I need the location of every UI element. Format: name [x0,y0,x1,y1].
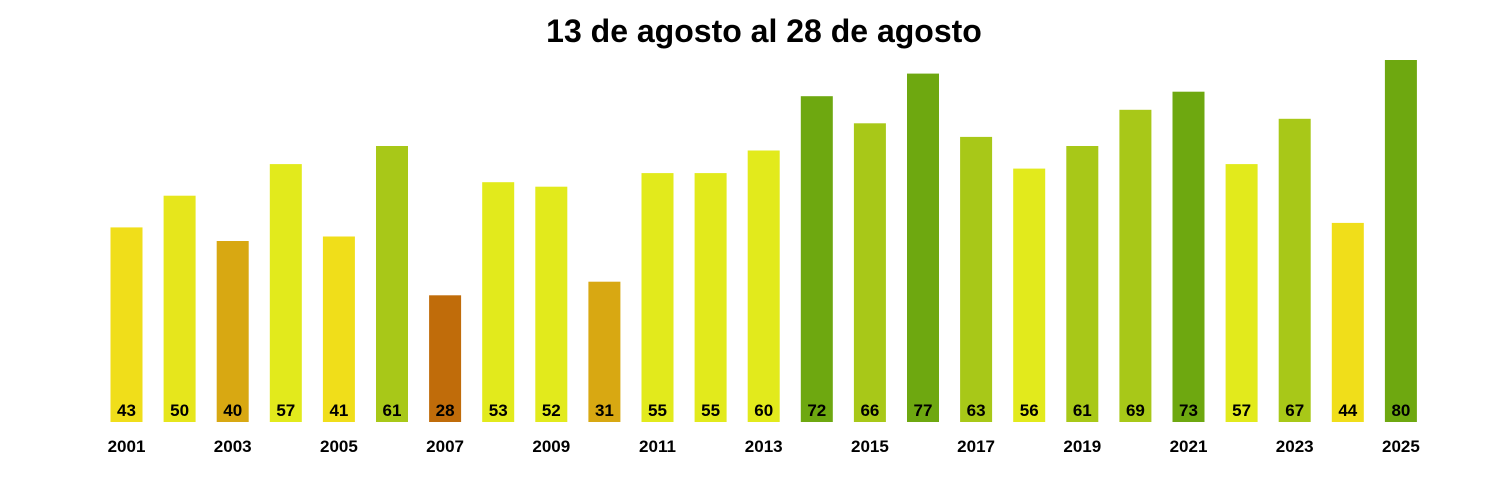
value-label-2020: 69 [1126,401,1145,420]
bar-2020 [1119,109,1152,423]
bar-2018 [1013,168,1046,422]
value-label-2021: 73 [1179,401,1198,420]
value-label-2017: 63 [967,401,986,420]
x-tick-label-2001: 2001 [108,437,146,456]
x-tick-label-2011: 2011 [639,437,676,456]
x-tick-label-2005: 2005 [320,437,358,456]
value-label-2019: 61 [1073,401,1092,420]
value-label-2018: 56 [1020,401,1039,420]
bar-2016 [907,73,939,422]
x-tick-label-2013: 2013 [745,437,783,456]
value-label-2004: 57 [276,401,295,420]
value-label-2010: 31 [595,401,614,420]
value-label-2015: 66 [860,401,879,420]
value-label-2023: 67 [1285,401,1304,420]
x-tick-label-2009: 2009 [532,437,570,456]
value-label-2016: 77 [914,401,933,420]
bars-group [110,60,1417,423]
value-label-2025: 80 [1391,401,1410,420]
bar-2017 [960,136,993,422]
x-tick-label-2021: 2021 [1170,437,1208,456]
x-tick-labels-group: 2001 2003 2005 2007 2009 2011 2013 2015 2017 2019… [108,437,1420,456]
bar-2009 [535,186,568,422]
bar-2014 [800,96,833,422]
bar-2022 [1225,164,1258,422]
bar-2004 [269,164,302,422]
value-label-2012: 55 [701,401,720,420]
x-tick-label-2019: 2019 [1063,437,1101,456]
bar-2005 [322,236,355,422]
x-tick-label-2007: 2007 [426,437,464,456]
bar-2015 [853,123,886,423]
bar-2013 [747,150,780,422]
bar-2007 [429,295,462,422]
value-label-2001: 43 [117,401,136,420]
value-label-2022: 57 [1232,401,1251,420]
value-label-2006: 61 [383,401,402,420]
bar-2021 [1172,91,1205,422]
value-label-2013: 60 [754,401,773,420]
x-tick-label-2003: 2003 [214,437,252,456]
bar-2003 [216,241,249,422]
x-tick-label-2015: 2015 [851,437,889,456]
x-tick-label-2025: 2025 [1382,437,1420,456]
bar-2023 [1278,118,1311,423]
bar-2002 [163,195,196,422]
bar-2025 [1384,60,1417,422]
value-label-2024: 44 [1338,401,1357,420]
value-label-2005: 41 [329,401,348,420]
value-label-2014: 72 [807,401,826,420]
bar-2011 [641,173,674,422]
chart-title: 13 de agosto al 28 de agosto [546,13,982,49]
value-label-2007: 28 [436,401,455,420]
value-labels-group: 43 50 40 57 41 61 28 53 52 31 55 55 60 72 66 77 63 56 61 69… [117,401,1410,420]
value-label-2008: 53 [489,401,508,420]
x-tick-label-2023: 2023 [1276,437,1314,456]
bar-2008 [482,182,515,422]
bar-2001 [110,227,143,422]
x-tick-label-2017: 2017 [957,437,995,456]
bar-2010 [588,281,621,422]
bar-2012 [694,173,727,422]
bar-2019 [1066,146,1099,422]
bar-2006 [376,146,408,422]
value-label-2011: 55 [648,401,667,420]
value-label-2002: 50 [170,401,189,420]
bar-2024 [1331,222,1364,422]
value-label-2009: 52 [542,401,561,420]
value-label-2003: 40 [223,401,242,420]
